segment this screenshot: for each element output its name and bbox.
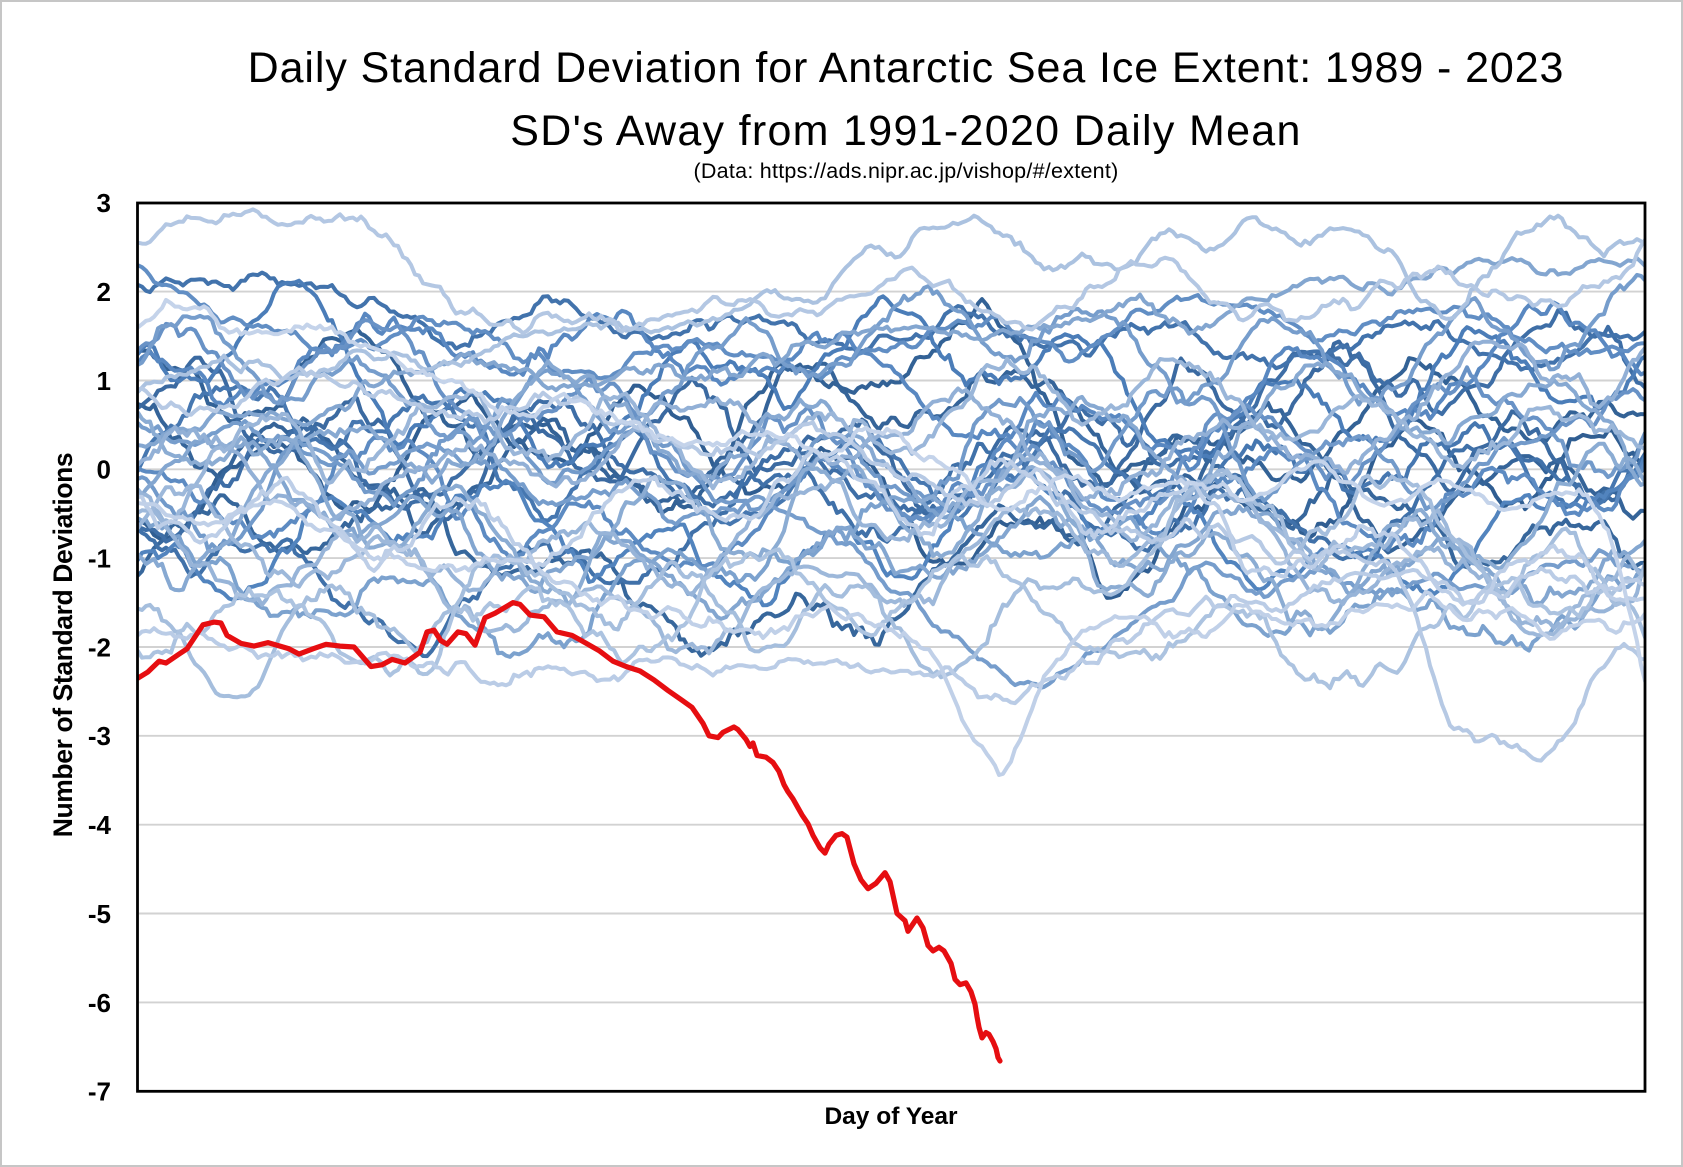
svg-text:-6: -6 [88,988,111,1018]
svg-text:-5: -5 [88,899,111,929]
svg-text:0: 0 [97,455,111,485]
svg-text:-1: -1 [88,544,111,574]
svg-text:SD's Away from 1991-2020 Daily: SD's Away from 1991-2020 Daily Mean [510,107,1301,155]
svg-text:1: 1 [97,366,111,396]
svg-text:Day of Year: Day of Year [824,1103,957,1130]
svg-text:3: 3 [97,188,111,218]
svg-text:-4: -4 [88,810,112,840]
svg-text:(Data: https://ads.nipr.ac.jp/: (Data: https://ads.nipr.ac.jp/vishop/#/e… [694,159,1119,183]
svg-text:Number of Standard Deviations: Number of Standard Deviations [48,453,78,838]
svg-text:2: 2 [97,277,111,307]
svg-text:Daily Standard Deviation for A: Daily Standard Deviation for Antarctic S… [248,44,1565,92]
svg-text:-2: -2 [88,632,111,662]
svg-text:-3: -3 [88,721,111,751]
svg-text:-7: -7 [88,1077,111,1107]
